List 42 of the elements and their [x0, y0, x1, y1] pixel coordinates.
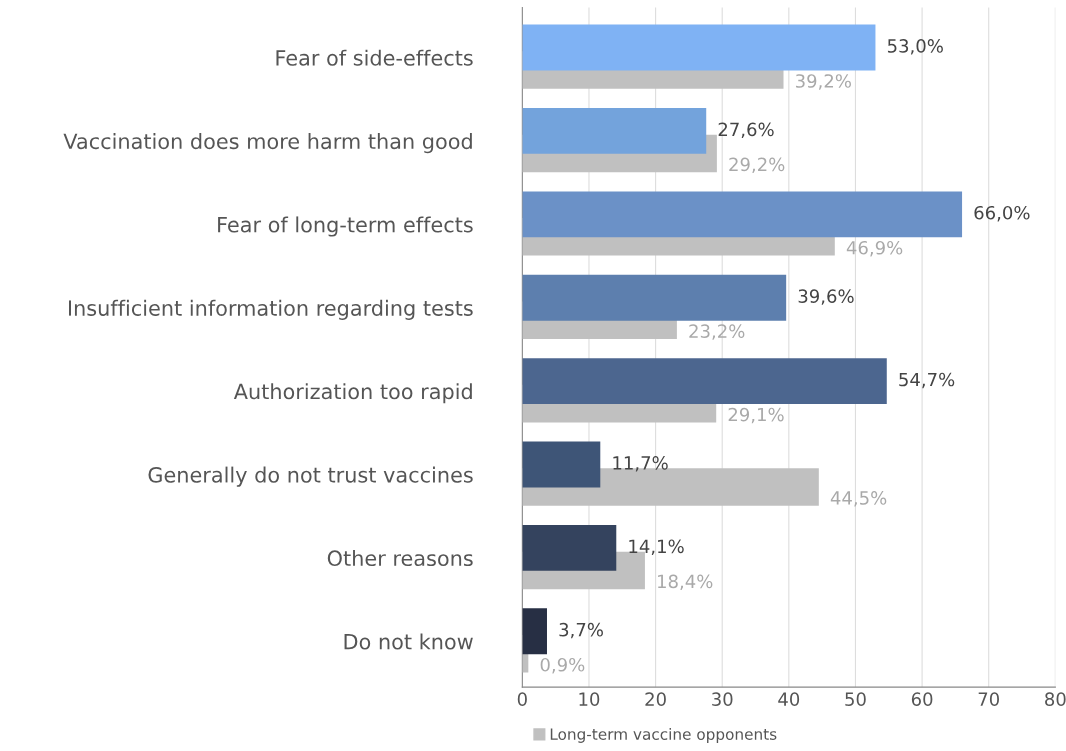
data-label: 14,1%	[629, 539, 684, 555]
y-tick-label: Insufficient information regarding tests	[68, 299, 473, 320]
data-label: 23,2%	[689, 324, 745, 340]
x-tick-label: 40	[778, 692, 800, 706]
y-tick-label: Vaccination does more harm than good	[63, 133, 472, 154]
y-tick-label: Fear of long-term effects	[218, 216, 473, 237]
y-tick-label: Fear of side-effects	[276, 49, 473, 66]
data-label: 27,6%	[718, 122, 774, 139]
data-label: 46,9%	[846, 240, 903, 257]
data-label: 44,5%	[830, 491, 887, 507]
x-tick-label: 80	[1045, 692, 1066, 706]
data-label: 39,6%	[798, 289, 854, 305]
y-tick-label: Do not know	[344, 633, 473, 650]
data-label: 18,4%	[658, 574, 713, 590]
bar	[522, 108, 707, 154]
data-label: 54,7%	[899, 372, 955, 389]
data-label: 3,7%	[559, 622, 603, 639]
data-label: 11,7%	[613, 456, 668, 472]
x-tick-label: 60	[911, 692, 933, 706]
data-label: 66,0%	[974, 205, 1030, 222]
x-tick-label: 0	[517, 692, 527, 706]
bar	[522, 191, 963, 238]
bar	[522, 358, 887, 405]
x-tick-label: 50	[845, 692, 866, 706]
data-label: 0,9%	[540, 657, 585, 674]
data-label: 53,0%	[887, 39, 943, 55]
data-label: 29,2%	[729, 157, 785, 174]
y-tick-label: Authorization too rapid	[233, 383, 472, 404]
bar	[522, 441, 601, 488]
y-tick-label: Generally do not trust vaccines	[148, 466, 473, 487]
x-tick-label: 10	[579, 692, 600, 706]
bar	[522, 524, 617, 571]
data-label: 39,2%	[796, 74, 851, 90]
y-tick-label: Other reasons	[327, 549, 473, 567]
bar	[522, 24, 876, 71]
legend-label: Long-term vaccine opponents	[550, 728, 777, 743]
x-tick-label: 30	[712, 692, 733, 706]
data-label: 29,1%	[728, 407, 784, 424]
x-tick-label: 20	[645, 692, 666, 706]
bar	[522, 608, 547, 655]
x-tick-label: 70	[978, 692, 999, 706]
bar	[522, 274, 787, 321]
